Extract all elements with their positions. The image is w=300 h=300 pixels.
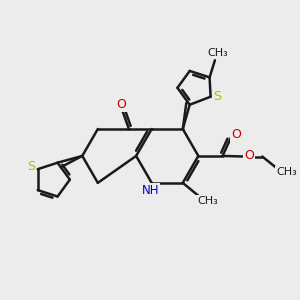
Text: CH₃: CH₃	[276, 167, 297, 177]
Text: O: O	[116, 98, 126, 111]
Text: CH₃: CH₃	[197, 196, 218, 206]
Text: NH: NH	[142, 184, 159, 197]
Text: CH₃: CH₃	[207, 48, 228, 58]
Text: S: S	[213, 90, 221, 103]
Text: O: O	[244, 149, 254, 162]
Text: O: O	[231, 128, 241, 140]
Text: S: S	[27, 160, 35, 173]
